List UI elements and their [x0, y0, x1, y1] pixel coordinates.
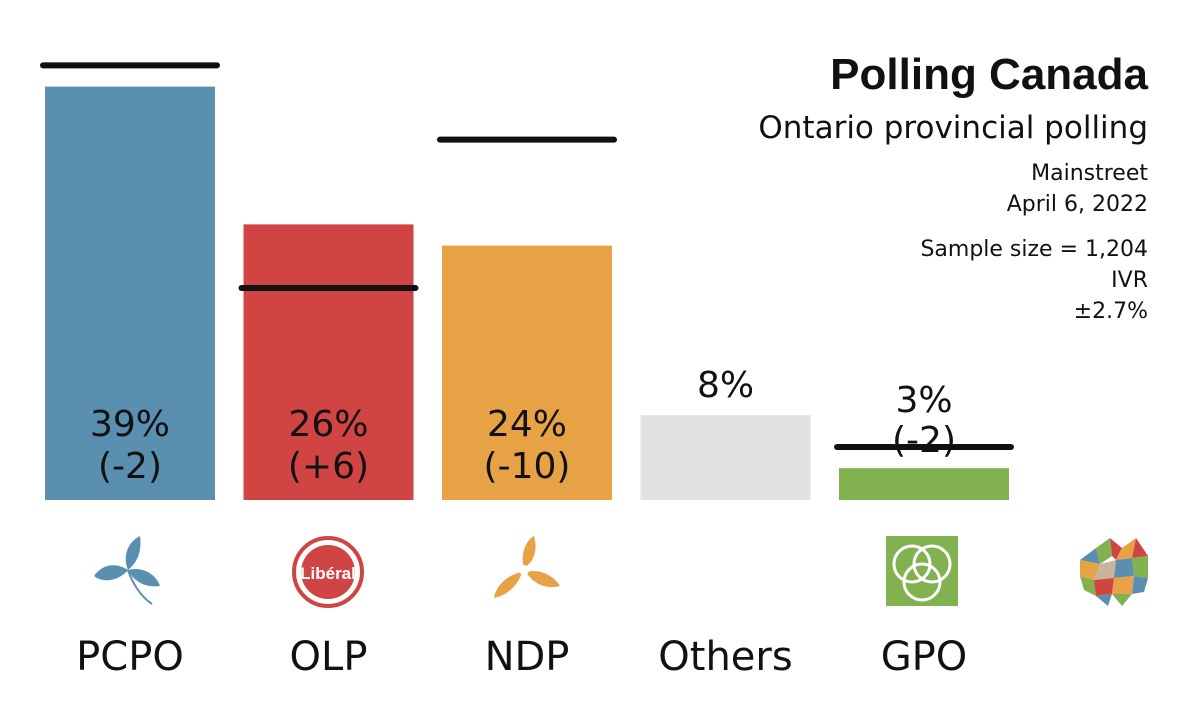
sample-size: Sample size = 1,204 — [920, 237, 1148, 262]
party-label-ndp: NDP — [485, 634, 570, 680]
value-label-olp: 26% — [288, 404, 368, 445]
value-labels-layer: 39%(-2)26%(+6)24%(-10)8% 3%(-2) — [90, 365, 956, 487]
party-label-pcpo: PCPO — [76, 634, 184, 680]
bar-gpo — [839, 468, 1009, 500]
poll-source-block: Mainstreet April 6, 2022 — [758, 158, 1148, 220]
change-label-gpo: (-2) — [892, 420, 956, 461]
value-label-pcpo: 39% — [90, 404, 170, 445]
value-label-gpo: 3% — [895, 380, 952, 421]
pollster-name: Mainstreet — [1031, 161, 1148, 186]
bars-layer — [45, 86, 1009, 500]
party-label-gpo: GPO — [881, 634, 968, 680]
poll-method: IVR — [1111, 268, 1148, 293]
change-label-olp: (+6) — [288, 446, 369, 487]
ndp-trillium-icon — [494, 536, 560, 598]
poll-method-block: Sample size = 1,204 IVR ±2.7% — [758, 234, 1148, 327]
pcpo-trillium-icon — [94, 536, 160, 605]
previous-result-lines — [40, 62, 1014, 450]
change-label-ndp: (-10) — [484, 446, 571, 487]
bar-olp — [243, 224, 414, 500]
party-labels-layer: PCPO OLP NDP Others GPO — [76, 634, 967, 680]
chart-header: Polling Canada Ontario provincial pollin… — [758, 48, 1148, 327]
chart-title: Polling Canada — [830, 50, 1148, 99]
poll-date: April 6, 2022 — [1006, 192, 1148, 217]
party-label-others: Others — [658, 634, 792, 680]
chart-subtitle: Ontario provincial polling — [758, 110, 1148, 146]
bar-pcpo — [45, 86, 215, 500]
liberal-logo: Libéral — [292, 536, 364, 608]
change-label-pcpo: (-2) — [98, 446, 162, 487]
bar-others — [640, 415, 811, 500]
bar-ndp — [442, 245, 612, 500]
liberal-logo-text: Libéral — [300, 564, 356, 583]
value-label-others: 8% — [697, 365, 754, 406]
margin-of-error: ±2.7% — [1073, 299, 1148, 324]
polling-canada-maple-leaf-mosaic-icon — [1080, 538, 1148, 606]
value-label-ndp: 24% — [487, 404, 567, 445]
party-label-olp: OLP — [290, 634, 368, 680]
gpo-green-trillium-icon — [886, 536, 958, 606]
